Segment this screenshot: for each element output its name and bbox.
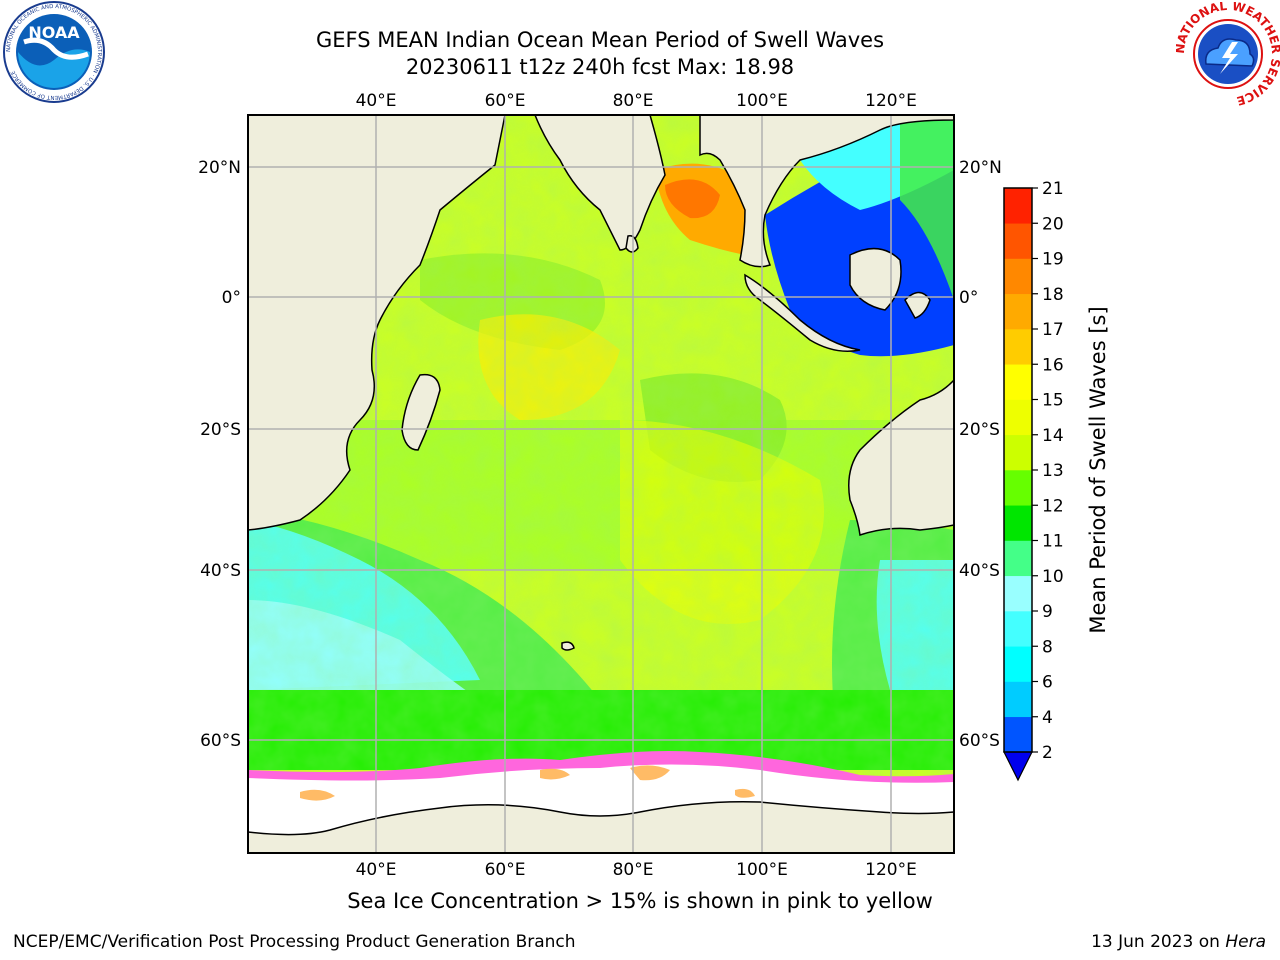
lat-label-left: 0°	[222, 288, 241, 308]
colorbar-tick-label: 2	[1042, 743, 1053, 763]
australia-land	[848, 378, 954, 536]
colorbar-segment	[1004, 188, 1032, 224]
lat-label-left: 20°S	[200, 420, 241, 440]
lat-label-left: 40°S	[200, 561, 241, 581]
lat-label-left: 60°S	[200, 731, 241, 751]
lon-label-bottom: 40°E	[356, 860, 397, 880]
colorbar-tick-label: 10	[1042, 567, 1064, 587]
sumatra	[744, 273, 861, 352]
lat-label-right: 60°S	[959, 731, 1000, 751]
borneo	[849, 247, 902, 311]
colorbar-tick-label: 21	[1042, 180, 1064, 199]
title-line-2: 20230611 t12z 240h fcst Max: 18.98	[405, 55, 795, 79]
colorbar-segment	[1004, 716, 1032, 753]
colorbar-segment	[1004, 399, 1032, 436]
colorbar-tick-label: 18	[1042, 285, 1064, 305]
colorbar-tick-label: 9	[1042, 602, 1053, 622]
colorbar-tick-label: 15	[1042, 391, 1064, 411]
colorbar-tick-label: 19	[1042, 250, 1064, 270]
lon-label-top: 40°E	[356, 91, 397, 111]
colorbar-segments	[1004, 188, 1032, 753]
lat-label-right: 0°	[959, 288, 978, 308]
lat-label-left: 20°N	[198, 158, 241, 178]
kerguelen-island	[561, 641, 575, 651]
colorbar-tick-label: 16	[1042, 355, 1064, 375]
lon-label-top: 100°E	[736, 91, 788, 111]
colorbar-segment	[1004, 293, 1032, 330]
colorbar-segment	[1004, 646, 1032, 682]
colorbar-tick-label: 8	[1042, 637, 1053, 657]
colorbar-segment	[1004, 575, 1032, 612]
noaa-logo: NOAA NATIONAL OCEANIC AND ATMOSPHERIC AD…	[3, 1, 105, 103]
graticule	[248, 115, 954, 853]
lon-label-bottom: 100°E	[736, 860, 788, 880]
lon-label-top: 60°E	[485, 91, 526, 111]
colorbar-segment	[1004, 540, 1032, 577]
colorbar-segment	[1004, 329, 1032, 365]
footer-machine: Hera	[1225, 932, 1266, 952]
colorbar-tick-label: 17	[1042, 320, 1064, 340]
map-frame	[247, 114, 955, 854]
colorbar: 2 4 6 8 9 10 11 12 13 14 15 16 17 18 19 20 21	[1003, 180, 1064, 782]
lon-label-bottom: 60°E	[485, 860, 526, 880]
colorbar-label: Mean Period of Swell Waves [s]	[1086, 306, 1110, 634]
colorbar-segment	[1004, 223, 1032, 259]
colorbar-tick-label: 13	[1042, 461, 1064, 481]
colorbar-tick-label: 11	[1042, 532, 1064, 552]
noaa-logo-text: NOAA	[28, 23, 80, 42]
colorbar-tick-label: 4	[1042, 708, 1053, 728]
madagascar	[401, 373, 441, 451]
lat-label-right: 20°N	[959, 158, 1002, 178]
colorbar-ticks: 2 4 6 8 9 10 11 12 13 14 15 16 17 18 19 20 21	[1032, 180, 1064, 763]
antarctica-land	[248, 800, 954, 853]
colorbar-tick-label: 14	[1042, 426, 1064, 446]
lon-label-top: 120°E	[865, 91, 917, 111]
colorbar-segment	[1004, 681, 1032, 718]
footer-date: 13 Jun 2023 on Hera	[1091, 932, 1266, 952]
southeast-asia-land	[699, 115, 954, 268]
sea-ice-note: Sea Ice Concentration > 15% is shown in …	[347, 889, 933, 913]
lat-label-right: 20°S	[959, 420, 1000, 440]
colorbar-segment	[1004, 258, 1032, 295]
colorbar-segment	[1004, 470, 1032, 506]
colorbar-tick-label: 12	[1042, 496, 1064, 516]
colorbar-segment	[1004, 505, 1032, 541]
colorbar-tick-label: 20	[1042, 214, 1064, 234]
colorbar-extend-arrow	[1003, 751, 1033, 782]
lon-label-bottom: 80°E	[613, 860, 654, 880]
lat-label-right: 40°S	[959, 561, 1000, 581]
colorbar-segment	[1004, 364, 1032, 400]
lon-label-bottom: 120°E	[865, 860, 917, 880]
colorbar-tick-label: 6	[1042, 673, 1053, 693]
colorbar-segment	[1004, 434, 1032, 471]
title-line-1: GEFS MEAN Indian Ocean Mean Period of Sw…	[315, 28, 885, 52]
footer-credit: NCEP/EMC/Verification Post Processing Pr…	[13, 932, 576, 952]
footer-date-text: 13 Jun 2023 on	[1091, 932, 1226, 952]
lon-label-top: 80°E	[613, 91, 654, 111]
colorbar-segment	[1004, 611, 1032, 647]
sulawesi	[904, 291, 931, 319]
